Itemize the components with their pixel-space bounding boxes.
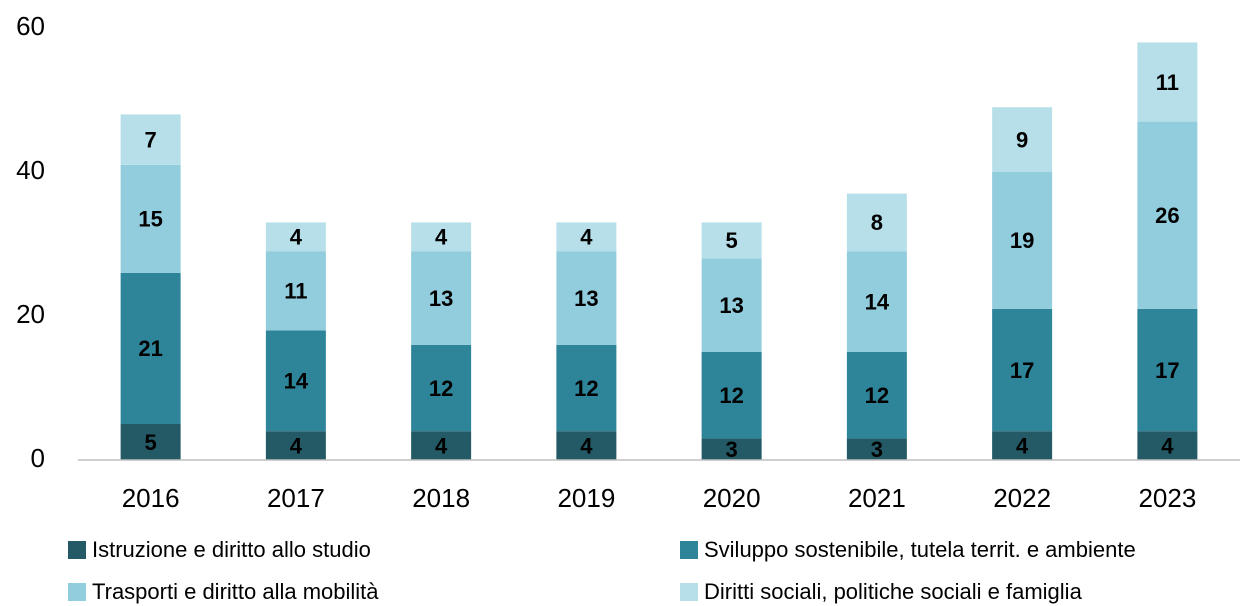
y-tick-label: 0: [31, 443, 45, 473]
data-label: 13: [719, 293, 743, 318]
data-label: 12: [574, 376, 598, 401]
legend-label: Istruzione e diritto allo studio: [92, 537, 371, 562]
data-label: 17: [1155, 358, 1179, 383]
data-label: 4: [290, 433, 303, 458]
bar-segment: [265, 222, 326, 252]
x-tick-label: 2019: [557, 483, 615, 513]
data-label: 4: [580, 433, 593, 458]
data-label: 13: [574, 286, 598, 311]
bar-segment: [1137, 308, 1198, 432]
bar-segment: [846, 438, 907, 460]
bar-segment: [556, 222, 617, 252]
bar-segment: [265, 330, 326, 432]
bar-segment: [411, 222, 472, 252]
bar-segment: [992, 308, 1053, 432]
y-tick-label: 60: [16, 11, 45, 41]
bar-segment: [992, 172, 1053, 309]
data-label: 17: [1010, 358, 1034, 383]
bar-segment: [411, 251, 472, 345]
y-tick-label: 40: [16, 155, 45, 185]
legend-swatch: [68, 541, 86, 559]
bar-segment: [120, 272, 181, 424]
bar-segment: [556, 431, 617, 460]
y-tick-label: 20: [16, 299, 45, 329]
data-label: 7: [145, 127, 157, 152]
bar-segment: [1137, 431, 1198, 460]
data-label: 4: [435, 225, 448, 250]
legend-label: Diritti sociali, politiche sociali e fam…: [704, 579, 1083, 604]
bar-segment: [846, 193, 907, 252]
bar-segment: [846, 352, 907, 439]
data-label: 5: [726, 228, 738, 253]
data-label: 4: [1161, 433, 1174, 458]
data-label: 3: [871, 437, 883, 462]
data-label: 14: [284, 369, 309, 394]
data-label: 4: [290, 225, 303, 250]
bar-segment: [265, 431, 326, 460]
x-tick-label: 2020: [703, 483, 761, 513]
bar-segment: [992, 107, 1053, 172]
data-label: 26: [1155, 203, 1179, 228]
legend-label: Trasporti e diritto alla mobilità: [92, 579, 379, 604]
bar-segment: [556, 344, 617, 432]
data-label: 3: [726, 437, 738, 462]
data-label: 12: [719, 383, 743, 408]
x-tick-label: 2023: [1138, 483, 1196, 513]
data-label: 14: [865, 289, 890, 314]
legend-label: Sviluppo sostenibile, tutela territ. e a…: [704, 537, 1136, 562]
bar-segment: [411, 431, 472, 460]
data-label: 4: [1016, 433, 1029, 458]
bar-segment: [992, 431, 1053, 460]
bar-segment: [411, 344, 472, 432]
legend-swatch: [680, 583, 698, 601]
data-label: 4: [435, 433, 448, 458]
bar-segment: [1137, 121, 1198, 309]
data-label: 11: [284, 279, 307, 304]
data-label: 15: [138, 207, 162, 232]
bar-segment: [120, 114, 181, 165]
legend-swatch: [68, 583, 86, 601]
bar-segment: [846, 251, 907, 352]
data-label: 19: [1010, 228, 1034, 253]
x-tick-label: 2016: [122, 483, 180, 513]
x-tick-label: 2022: [993, 483, 1051, 513]
bar-segment: [701, 258, 762, 352]
bar-segment: [120, 424, 181, 460]
data-label: 12: [865, 383, 889, 408]
bar-segment: [120, 164, 181, 273]
data-label: 21: [138, 336, 162, 361]
data-label: 9: [1016, 127, 1028, 152]
data-label: 13: [429, 286, 453, 311]
data-label: 12: [429, 376, 453, 401]
data-label: 8: [871, 210, 883, 235]
bar-segment: [701, 438, 762, 460]
bar-segment: [1137, 42, 1198, 122]
legend-swatch: [680, 541, 698, 559]
bar-segment: [701, 222, 762, 259]
bar-segment: [265, 251, 326, 331]
data-label: 11: [1156, 70, 1179, 95]
data-label: 4: [580, 225, 593, 250]
bar-segment: [701, 352, 762, 439]
x-tick-label: 2021: [848, 483, 906, 513]
data-label: 5: [145, 430, 157, 455]
x-tick-label: 2017: [267, 483, 325, 513]
bar-segment: [556, 251, 617, 345]
x-tick-label: 2018: [412, 483, 470, 513]
